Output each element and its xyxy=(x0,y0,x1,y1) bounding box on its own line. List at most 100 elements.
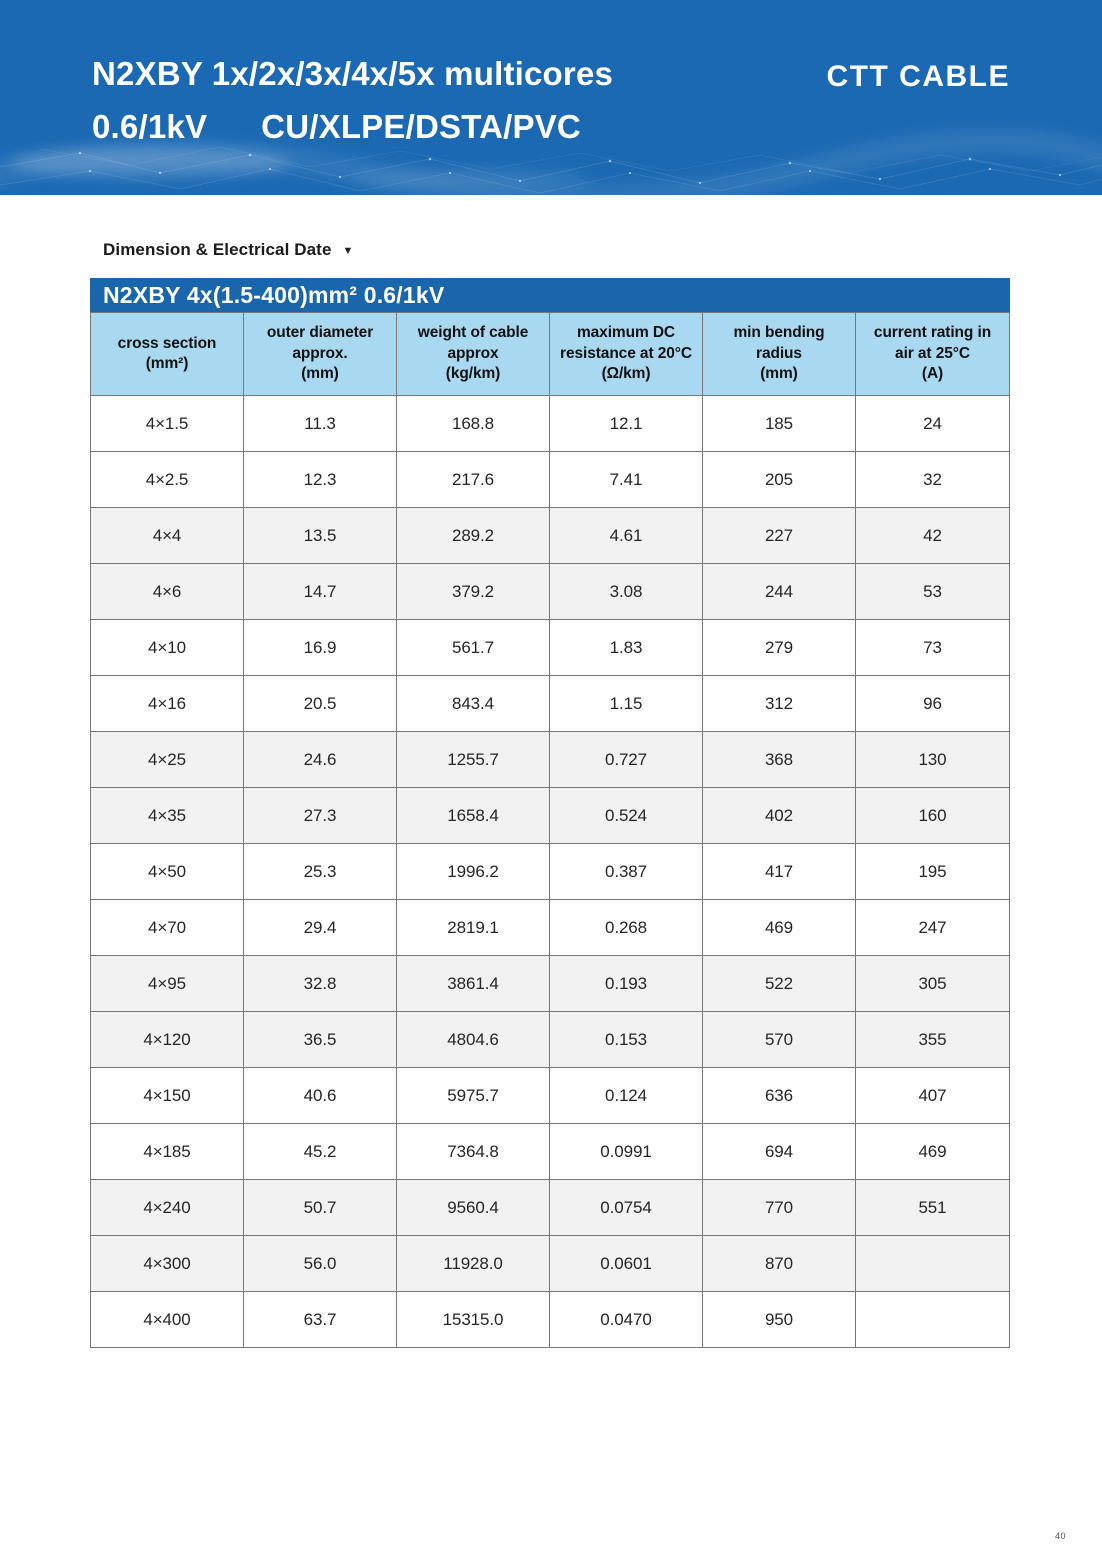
table-cell: 4×95 xyxy=(91,956,244,1011)
table-cell: 53 xyxy=(923,581,942,601)
table-cell: 4×16 xyxy=(91,676,244,731)
table-cell: 570 xyxy=(703,1012,856,1067)
table-row: 4×120 36.5 4804.6 0.153 570 355 xyxy=(91,1012,1009,1068)
table-cell: 5975.7 xyxy=(397,1068,550,1123)
table-cell: 7.41 xyxy=(550,452,703,507)
table-grid: cross section (mm²) outer diameter approx.(… xyxy=(90,312,1010,1348)
table-cell: 7364.8 xyxy=(397,1124,550,1179)
table-cell: 0.727 xyxy=(550,732,703,787)
table-cell: 870 xyxy=(703,1236,856,1291)
table-cell: 4×50 xyxy=(91,844,244,899)
table-cell: 217.6 xyxy=(397,452,550,507)
table-cell: 32 xyxy=(923,469,942,489)
table-cell: 29.4 xyxy=(244,900,397,955)
table-row: 4×300 56.0 11928.0 0.0601 870 xyxy=(91,1236,1009,1292)
table-cell: 16.9 xyxy=(244,620,397,675)
table-row: 4×16 20.5 843.4 1.15 312 96 xyxy=(91,676,1009,732)
table-cell: 0.268 xyxy=(550,900,703,955)
construction-code: CU/XLPE/DSTA/PVC xyxy=(261,108,581,146)
brand-logo: CTT CABLE xyxy=(826,60,1010,93)
table-cell: 4×300 xyxy=(91,1236,244,1291)
table-cell: 0.0991 xyxy=(550,1124,703,1179)
table-cell: 247 xyxy=(918,917,947,937)
table-cell: 20.5 xyxy=(244,676,397,731)
table-cell: 160 xyxy=(918,805,947,825)
table-body: 4×1.5 11.3 168.8 12.1 185 24 4×2.5 12.3 217.6 7.4… xyxy=(91,396,1009,1347)
table-cell: 0.124 xyxy=(550,1068,703,1123)
table-cell: 469 xyxy=(918,1141,947,1161)
table-row: 4×70 29.4 2819.1 0.268 469 247 xyxy=(91,900,1009,956)
table-cell: 4×1.5 xyxy=(91,396,244,451)
table-row: 4×185 45.2 7364.8 0.0991 694 469 xyxy=(91,1124,1009,1180)
network-mesh-decoration xyxy=(0,128,1102,195)
table-cell: 368 xyxy=(703,732,856,787)
page-number: 40 xyxy=(1055,1531,1067,1541)
table-row: 4×25 24.6 1255.7 0.727 368 130 xyxy=(91,732,1009,788)
table-cell: 4×35 xyxy=(91,788,244,843)
table-cell: 4×2.5 xyxy=(91,452,244,507)
table-cell: 0.0601 xyxy=(550,1236,703,1291)
table-cell: 0.524 xyxy=(550,788,703,843)
table-cell: 1996.2 xyxy=(397,844,550,899)
table-cell: 11928.0 xyxy=(397,1236,550,1291)
table-title-bar: N2XBY 4x(1.5-400)mm² 0.6/1kV xyxy=(90,278,1010,312)
table-cell: 279 xyxy=(703,620,856,675)
table-cell: 63.7 xyxy=(244,1292,397,1347)
table-cell: 1.15 xyxy=(550,676,703,731)
table-cell: 3.08 xyxy=(550,564,703,619)
table-cell: 4×185 xyxy=(91,1124,244,1179)
page-header-banner: N2XBY 1x/2x/3x/4x/5x multicores 0.6/1kV … xyxy=(0,0,1102,195)
table-cell: 168.8 xyxy=(397,396,550,451)
table-row: 4×4 13.5 289.2 4.61 227 42 xyxy=(91,508,1009,564)
table-cell: 843.4 xyxy=(397,676,550,731)
product-subtitle: 0.6/1kV CU/XLPE/DSTA/PVC xyxy=(92,108,613,146)
table-cell: 305 xyxy=(918,973,947,993)
table-title: N2XBY 4x(1.5-400)mm² 0.6/1kV xyxy=(103,281,445,308)
chevron-down-icon: ▼ xyxy=(342,245,354,257)
table-cell: 12.1 xyxy=(550,396,703,451)
section-title: Dimension & Electrical Date xyxy=(103,240,332,259)
table-cell: 522 xyxy=(703,956,856,1011)
table-row: 4×50 25.3 1996.2 0.387 417 195 xyxy=(91,844,1009,900)
table-cell: 379.2 xyxy=(397,564,550,619)
table-cell: 770 xyxy=(703,1180,856,1235)
section-header-dimension-electrical[interactable]: Dimension & Electrical Date ▼ xyxy=(103,240,353,260)
table-cell: 25.3 xyxy=(244,844,397,899)
table-cell: 32.8 xyxy=(244,956,397,1011)
table-cell: 205 xyxy=(703,452,856,507)
table-cell: 2819.1 xyxy=(397,900,550,955)
table-cell: 407 xyxy=(918,1085,947,1105)
table-cell: 0.387 xyxy=(550,844,703,899)
column-header-cross_section: cross section (mm²) xyxy=(91,313,244,395)
table-cell: 27.3 xyxy=(244,788,397,843)
table-cell xyxy=(856,1292,1009,1347)
table-row: 4×400 63.7 15315.0 0.0470 950 xyxy=(91,1292,1009,1347)
table-cell: 96 xyxy=(923,693,942,713)
table-cell: 0.0470 xyxy=(550,1292,703,1347)
product-title: N2XBY 1x/2x/3x/4x/5x multicores xyxy=(92,55,614,92)
table-cell: 4×4 xyxy=(91,508,244,563)
table-row: 4×240 50.7 9560.4 0.0754 770 551 xyxy=(91,1180,1009,1236)
table-cell: 244 xyxy=(703,564,856,619)
table-cell: 73 xyxy=(923,637,942,657)
table-cell: 9560.4 xyxy=(397,1180,550,1235)
table-cell: 1255.7 xyxy=(397,732,550,787)
table-cell: 4×25 xyxy=(91,732,244,787)
table-row: 4×150 40.6 5975.7 0.124 636 407 xyxy=(91,1068,1009,1124)
table-cell: 185 xyxy=(703,396,856,451)
table-cell: 12.3 xyxy=(244,452,397,507)
table-row: 4×10 16.9 561.7 1.83 279 73 xyxy=(91,620,1009,676)
table-cell: 636 xyxy=(703,1068,856,1123)
table-cell: 950 xyxy=(703,1292,856,1347)
table-row: 4×6 14.7 379.2 3.08 244 53 xyxy=(91,564,1009,620)
table-cell: 227 xyxy=(703,508,856,563)
table-cell: 195 xyxy=(918,861,947,881)
table-row: 4×35 27.3 1658.4 0.524 402 160 xyxy=(91,788,1009,844)
table-cell: 56.0 xyxy=(244,1236,397,1291)
table-cell: 0.0754 xyxy=(550,1180,703,1235)
table-row: 4×1.5 11.3 168.8 12.1 185 24 xyxy=(91,396,1009,452)
table-cell: 3861.4 xyxy=(397,956,550,1011)
table-cell: 551 xyxy=(918,1197,947,1217)
table-row: 4×2.5 12.3 217.6 7.41 205 32 xyxy=(91,452,1009,508)
